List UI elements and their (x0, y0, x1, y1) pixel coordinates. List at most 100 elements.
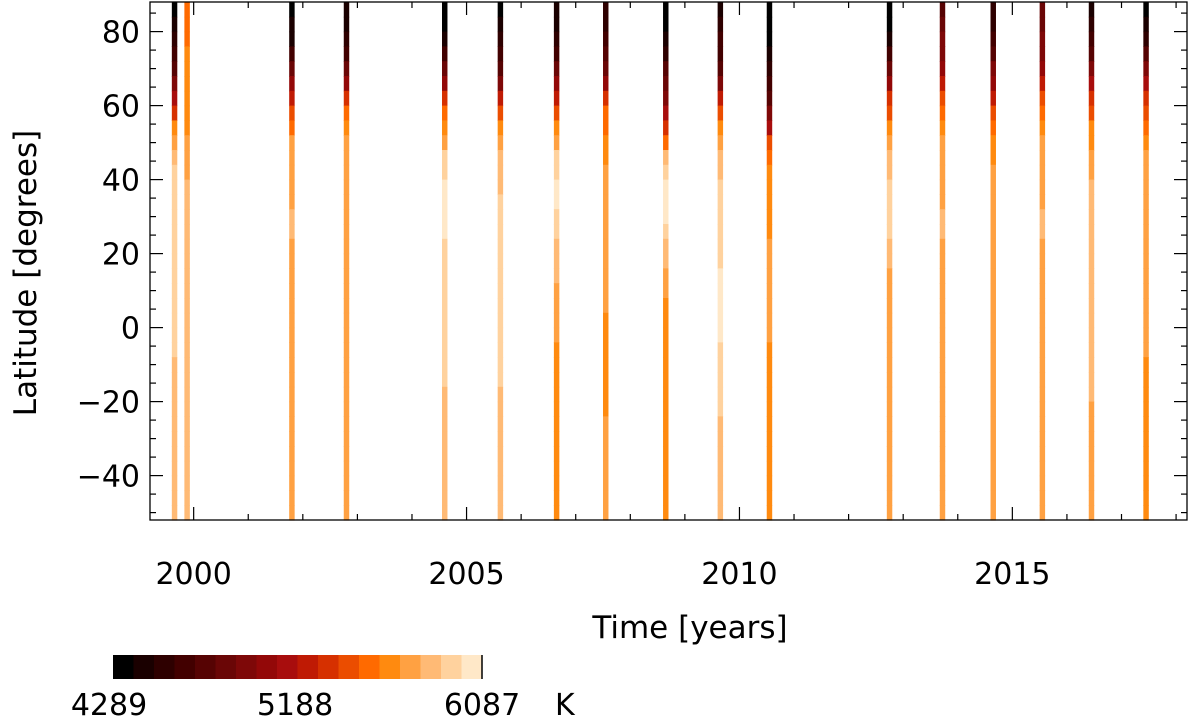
heatmap-cell (990, 283, 996, 299)
heatmap-cell (553, 298, 560, 314)
heatmap-cell (766, 76, 773, 92)
heatmap-cell (1039, 372, 1046, 388)
heatmap-cell (990, 401, 996, 417)
heatmap-cell (1143, 327, 1149, 343)
heatmap-cell (717, 446, 724, 462)
heatmap-cell (1143, 2, 1149, 18)
heatmap-cell (1143, 268, 1149, 284)
heatmap-cell (886, 76, 893, 92)
heatmap-cell (289, 327, 295, 343)
heatmap-cell (497, 327, 504, 343)
heatmap-cell (1088, 224, 1095, 240)
heatmap-cell (497, 61, 504, 77)
heatmap-cell (1143, 253, 1149, 269)
heatmap-cell (939, 179, 946, 195)
heatmap-cell (1143, 490, 1149, 506)
heatmap-cell (289, 224, 295, 240)
heatmap-cell (553, 238, 560, 255)
heatmap-cell (343, 238, 350, 255)
heatmap-cell (442, 268, 448, 284)
heatmap-cell (343, 505, 350, 521)
heatmap-cell (289, 312, 295, 329)
heatmap-cell (886, 431, 893, 447)
heatmap-cell (663, 401, 669, 417)
heatmap-cell (939, 31, 946, 47)
heatmap-cell (497, 268, 504, 284)
heatmap-cell (442, 283, 448, 299)
heatmap-cell (553, 31, 560, 47)
heatmap-cell (717, 431, 724, 447)
heatmap-cell (1039, 357, 1046, 373)
heatmap-cell (663, 135, 669, 151)
heatmap-cell (497, 505, 504, 521)
heatmap-cell (766, 238, 773, 255)
heatmap-cell (442, 327, 448, 343)
heatmap-cell (1088, 312, 1095, 329)
heatmap-cell (939, 16, 946, 33)
heatmap-cell (289, 105, 295, 121)
heatmap-cell (1143, 386, 1149, 403)
heatmap-cell (717, 46, 724, 62)
heatmap-cell (766, 90, 773, 107)
heatmap-cell (171, 150, 178, 166)
heatmap-cell (553, 209, 560, 225)
heatmap-cell (171, 357, 178, 373)
heatmap-cell (939, 475, 946, 491)
heatmap-cell (184, 135, 190, 151)
heatmap-cell (886, 46, 893, 62)
heatmap-cell (343, 179, 350, 195)
heatmap-cell (886, 105, 893, 121)
heatmap-cell (1143, 105, 1149, 121)
heatmap-cell (1039, 194, 1046, 210)
x-tick-label: 2010 (701, 557, 777, 592)
heatmap-cell (1143, 90, 1149, 107)
heatmap-cell (1143, 31, 1149, 47)
heatmap-cell (1088, 209, 1095, 225)
heatmap-cell (990, 16, 996, 33)
heatmap-cell (171, 327, 178, 343)
heatmap-cell (497, 164, 504, 181)
strip-5 (497, 2, 504, 521)
heatmap-cell (939, 105, 946, 121)
colorbar-swatch (215, 655, 237, 679)
heatmap-cell (184, 431, 190, 447)
heatmap-cell (990, 224, 996, 240)
heatmap-cell (766, 31, 773, 47)
heatmap-cell (343, 105, 350, 121)
heatmap-cell (939, 446, 946, 462)
colorbar-max-label: 6087 (444, 688, 520, 723)
heatmap-cell (343, 372, 350, 388)
heatmap-cell (184, 268, 190, 284)
heatmap-cell (442, 298, 448, 314)
heatmap-cell (442, 312, 448, 329)
heatmap-cell (171, 120, 178, 136)
heatmap-cell (497, 105, 504, 121)
heatmap-cell (766, 312, 773, 329)
heatmap-cell (766, 475, 773, 491)
heatmap-cell (1088, 431, 1095, 447)
heatmap-cell (1088, 342, 1095, 358)
heatmap-cell (1143, 120, 1149, 136)
heatmap-cell (886, 90, 893, 107)
colorbar-swatch (154, 655, 175, 679)
heatmap-cell (1143, 164, 1149, 181)
heatmap-cell (990, 2, 996, 18)
heatmap-cell (442, 61, 448, 77)
colorbar-swatch (400, 655, 421, 679)
heatmap-cell (343, 194, 350, 210)
heatmap-cell (184, 298, 190, 314)
heatmap-cell (1039, 46, 1046, 62)
y-tick-label: 60 (102, 90, 140, 125)
heatmap-cell (939, 298, 946, 314)
heatmap-cell (717, 342, 724, 358)
heatmap-cell (289, 120, 295, 136)
heatmap-cell (1039, 179, 1046, 195)
heatmap-cell (171, 2, 178, 18)
heatmap-cell (939, 342, 946, 358)
heatmap-cell (717, 283, 724, 299)
heatmap-cell (886, 327, 893, 343)
heatmap-cell (289, 386, 295, 403)
heatmap-cell (1088, 283, 1095, 299)
heatmap-cell (553, 505, 560, 521)
heatmap-cell (497, 238, 504, 255)
